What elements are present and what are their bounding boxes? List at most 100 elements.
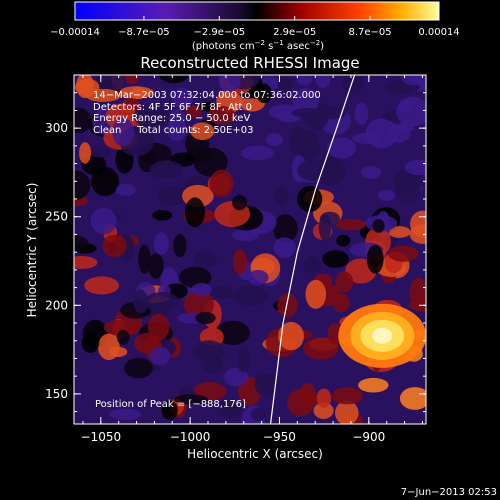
heatmap-blob bbox=[184, 197, 205, 228]
colorbar bbox=[74, 1, 440, 21]
heatmap-blob bbox=[233, 285, 268, 307]
heatmap-blob bbox=[404, 159, 426, 176]
heatmap-blob bbox=[372, 219, 385, 233]
y-tick-label: 200 bbox=[45, 298, 68, 312]
heatmap-blob bbox=[207, 105, 236, 125]
x-tick-label: −1050 bbox=[81, 430, 122, 444]
heatmap-blob bbox=[277, 77, 294, 93]
heatmap-blob bbox=[241, 145, 275, 161]
heatmap-blob bbox=[232, 249, 248, 275]
heatmap-blob bbox=[303, 336, 339, 360]
heatmap-blob bbox=[74, 107, 92, 133]
x-tick-label: −1000 bbox=[170, 430, 211, 444]
footer-timestamp: 7−Jun−2013 02:53 bbox=[401, 487, 497, 498]
heatmap-blob bbox=[215, 320, 251, 346]
heatmap-blob bbox=[86, 147, 112, 158]
chart-title: Reconstructed RHESSI Image bbox=[140, 54, 359, 72]
heatmap-blob bbox=[79, 142, 92, 164]
heatmap-blob bbox=[354, 102, 369, 125]
heatmap-blob bbox=[232, 229, 259, 242]
heatmap-blob bbox=[319, 211, 340, 226]
heatmap-blob bbox=[247, 269, 269, 286]
heatmap-blob bbox=[116, 329, 130, 345]
heatmap-blob bbox=[298, 135, 320, 160]
heatmap-blob bbox=[138, 244, 151, 274]
heatmap-blob bbox=[192, 345, 226, 360]
heatmap-blob bbox=[124, 357, 153, 379]
heatmap-blob bbox=[74, 170, 91, 201]
annotation-counts: Clean Total counts: 2.50E+03 bbox=[93, 125, 253, 136]
heatmap-blob bbox=[303, 255, 322, 274]
peak-label: Position of Peak = [−888,176] bbox=[95, 399, 246, 410]
heatmap-blob bbox=[85, 88, 121, 103]
heatmap-blob bbox=[409, 277, 426, 307]
heatmap-blob bbox=[193, 251, 217, 268]
heatmap-blob bbox=[173, 394, 209, 405]
heatmap-blob bbox=[388, 226, 411, 238]
colorbar-tick-label: −8.7e−05 bbox=[118, 27, 170, 38]
heatmap-blob bbox=[219, 398, 242, 420]
y-tick-label: 300 bbox=[45, 121, 68, 135]
x-axis-label: Heliocentric X (arcsec) bbox=[187, 447, 323, 461]
heatmap-blob bbox=[305, 279, 327, 309]
colorbar-tick-label: 0.00014 bbox=[418, 27, 459, 38]
heatmap-blob bbox=[190, 122, 215, 141]
solar-limb-curve bbox=[269, 75, 356, 424]
heatmap-blob bbox=[268, 104, 301, 120]
heatmap-blob bbox=[218, 75, 241, 93]
y-axis-label: Heliocentric Y (arcsec) bbox=[25, 183, 39, 318]
heatmap-blob bbox=[124, 75, 139, 85]
annotation-time: 14−Mar−2003 07:32:04.000 to 07:36:02.000 bbox=[93, 90, 321, 101]
heatmap-blob bbox=[149, 160, 183, 179]
heatmap-blob bbox=[167, 118, 187, 141]
heatmap-blob bbox=[342, 75, 365, 94]
heatmap-blob bbox=[209, 169, 234, 198]
annotation-block: 14−Mar−2003 07:32:04.000 to 07:36:02.000… bbox=[93, 90, 321, 136]
heatmap-blob bbox=[191, 283, 212, 297]
heatmap-blob bbox=[115, 183, 136, 196]
heatmap-blob bbox=[171, 87, 193, 109]
heatmap-blob bbox=[153, 232, 169, 255]
heatmap-blob bbox=[335, 271, 354, 293]
heatmap-blob bbox=[399, 387, 426, 410]
heatmap-blob bbox=[178, 266, 212, 289]
heatmap-blob bbox=[278, 321, 304, 351]
heatmap-blob bbox=[273, 237, 296, 258]
heatmap-blob bbox=[296, 185, 323, 213]
heatmap-blob bbox=[211, 285, 234, 299]
colorbar-tick-label: −0.00014 bbox=[50, 27, 100, 38]
heatmap-blob bbox=[313, 402, 334, 419]
heatmap-blob bbox=[296, 75, 313, 86]
heatmap-blob bbox=[336, 234, 351, 247]
heatmap-blob bbox=[327, 137, 357, 159]
heatmap-blob bbox=[286, 389, 315, 417]
axes: −1050 −1000 −950 −900 150 200 250 300 bbox=[45, 74, 426, 444]
heatmap-blob bbox=[236, 347, 251, 373]
colorbar-tick-label: −2.9e−05 bbox=[194, 27, 246, 38]
heatmap-blob bbox=[81, 332, 100, 354]
heatmap-blob bbox=[335, 218, 366, 231]
heatmap-blob bbox=[195, 311, 216, 325]
heatmap-blob bbox=[109, 408, 142, 421]
heatmap-blob bbox=[291, 107, 325, 118]
heatmap-blob bbox=[111, 117, 135, 147]
heatmap-blob bbox=[143, 292, 180, 312]
heatmap-blob bbox=[232, 194, 248, 211]
y-tick-label: 250 bbox=[45, 210, 68, 224]
heatmap-blob bbox=[133, 289, 149, 314]
heatmap-blob bbox=[102, 234, 127, 258]
annotation-detectors: Detectors: 4F 5F 6F 7F 8F, Att 0 bbox=[93, 102, 252, 113]
colorbar-tick-label: 2.9e−05 bbox=[273, 27, 316, 38]
plot-frame bbox=[73, 74, 427, 425]
heatmap-blob bbox=[366, 244, 384, 274]
heatmap-blob bbox=[183, 290, 214, 319]
heatmap-blob bbox=[250, 407, 266, 421]
heatmap-blob bbox=[148, 253, 164, 279]
heatmap-blob bbox=[224, 367, 249, 387]
heatmap-blob bbox=[95, 75, 127, 94]
heatmap-blob bbox=[315, 75, 331, 88]
heatmap-blob bbox=[133, 104, 170, 128]
heatmap-blob bbox=[361, 165, 382, 179]
heatmap-blob bbox=[103, 319, 139, 336]
heatmap-blob bbox=[159, 75, 189, 84]
